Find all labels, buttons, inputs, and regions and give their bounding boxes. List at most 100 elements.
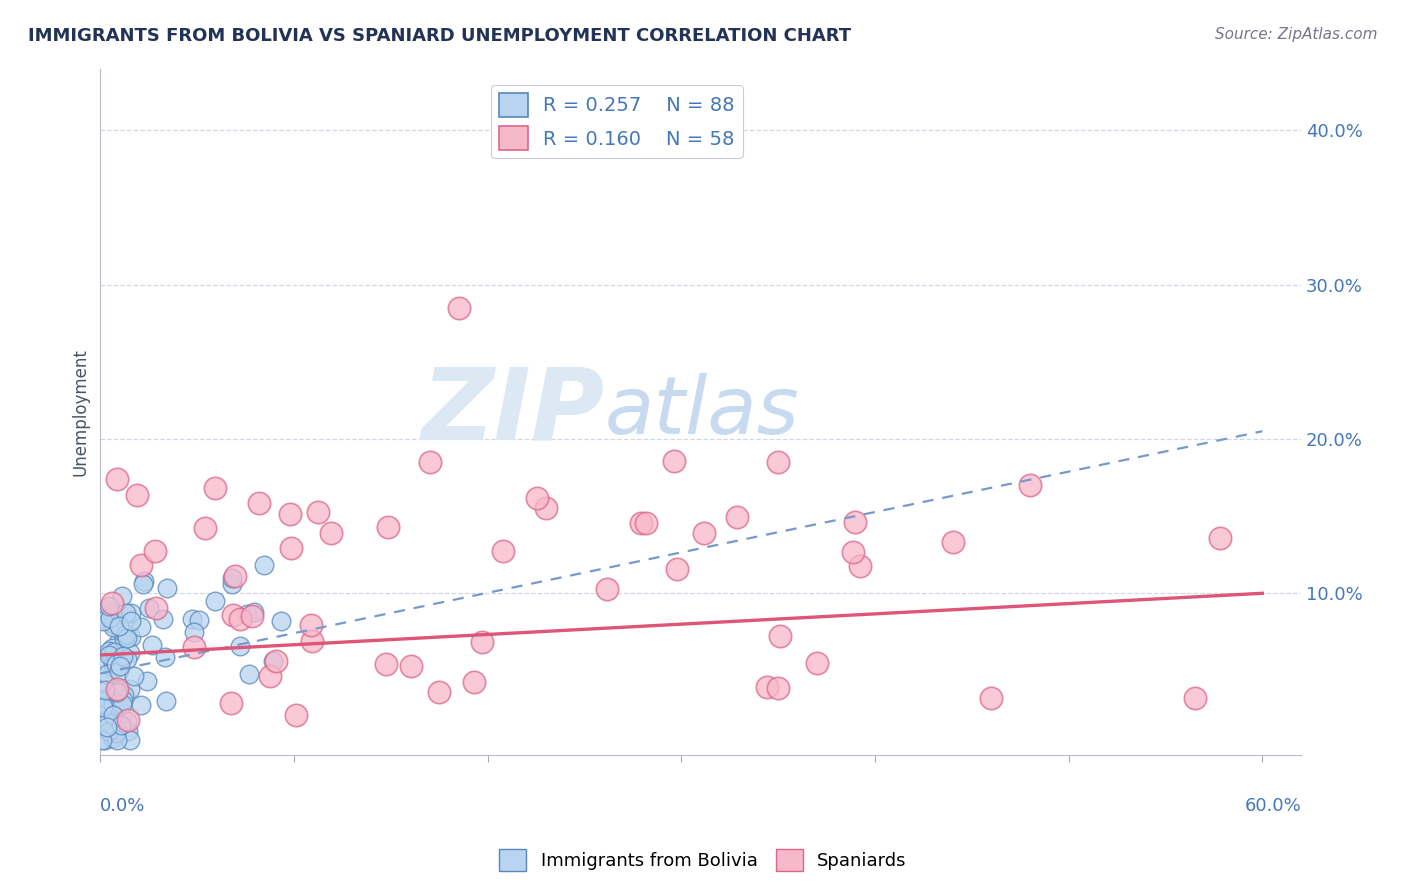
Point bbox=[270, 614, 292, 628]
Point bbox=[103, 645, 125, 659]
Point bbox=[107, 683, 129, 698]
Point bbox=[526, 491, 548, 505]
Point bbox=[183, 640, 205, 654]
Point bbox=[97, 714, 120, 728]
Point bbox=[103, 731, 125, 746]
Point bbox=[132, 577, 155, 591]
Point bbox=[134, 574, 156, 589]
Point bbox=[127, 488, 149, 502]
Point bbox=[110, 718, 132, 732]
Point bbox=[101, 606, 124, 620]
Point bbox=[471, 634, 494, 648]
Point bbox=[100, 596, 122, 610]
Point bbox=[377, 520, 399, 534]
Point bbox=[766, 681, 789, 695]
Point bbox=[842, 544, 865, 558]
Point bbox=[91, 699, 114, 714]
Point bbox=[96, 656, 118, 670]
Point bbox=[101, 641, 124, 656]
Point bbox=[129, 698, 152, 712]
Point bbox=[103, 617, 125, 632]
Point bbox=[980, 691, 1002, 706]
Text: Source: ZipAtlas.com: Source: ZipAtlas.com bbox=[1215, 27, 1378, 42]
Point bbox=[665, 561, 688, 575]
Y-axis label: Unemployment: Unemployment bbox=[72, 348, 89, 475]
Point bbox=[112, 692, 135, 706]
Point bbox=[806, 657, 828, 671]
Point bbox=[112, 688, 135, 702]
Point bbox=[224, 569, 246, 583]
Point bbox=[253, 558, 276, 573]
Point bbox=[153, 650, 176, 665]
Point bbox=[447, 301, 470, 315]
Point bbox=[101, 708, 124, 723]
Point bbox=[129, 558, 152, 572]
Point bbox=[105, 684, 128, 698]
Point bbox=[630, 516, 652, 530]
Point bbox=[280, 541, 302, 556]
Legend: Immigrants from Bolivia, Spaniards: Immigrants from Bolivia, Spaniards bbox=[492, 842, 914, 879]
Point bbox=[108, 659, 131, 673]
Point bbox=[1184, 691, 1206, 706]
Point bbox=[105, 472, 128, 486]
Point bbox=[105, 733, 128, 747]
Point bbox=[103, 698, 125, 713]
Point bbox=[107, 664, 129, 678]
Point bbox=[221, 577, 243, 591]
Point bbox=[104, 723, 127, 737]
Legend: R = 0.257    N = 88, R = 0.160    N = 58: R = 0.257 N = 88, R = 0.160 N = 58 bbox=[491, 85, 742, 158]
Point bbox=[115, 627, 138, 641]
Point bbox=[942, 535, 965, 549]
Point bbox=[120, 646, 142, 660]
Point bbox=[103, 662, 125, 676]
Text: 60.0%: 60.0% bbox=[1244, 797, 1301, 814]
Point bbox=[108, 618, 131, 632]
Point bbox=[94, 683, 117, 698]
Point bbox=[111, 590, 134, 604]
Point bbox=[534, 501, 557, 516]
Point bbox=[183, 625, 205, 640]
Point bbox=[756, 680, 779, 694]
Point bbox=[108, 632, 131, 647]
Point bbox=[301, 633, 323, 648]
Point bbox=[117, 723, 139, 738]
Point bbox=[98, 700, 121, 714]
Point bbox=[285, 708, 308, 723]
Point bbox=[105, 726, 128, 740]
Point bbox=[118, 733, 141, 747]
Point bbox=[98, 724, 121, 739]
Point bbox=[204, 481, 226, 495]
Point bbox=[319, 525, 342, 540]
Point bbox=[112, 632, 135, 647]
Point bbox=[1208, 531, 1230, 545]
Point bbox=[98, 648, 121, 663]
Point bbox=[693, 526, 716, 541]
Point bbox=[849, 558, 872, 573]
Point bbox=[115, 631, 138, 645]
Point bbox=[492, 543, 515, 558]
Point bbox=[97, 615, 120, 629]
Point bbox=[136, 673, 159, 688]
Point bbox=[219, 697, 242, 711]
Text: IMMIGRANTS FROM BOLIVIA VS SPANIARD UNEMPLOYMENT CORRELATION CHART: IMMIGRANTS FROM BOLIVIA VS SPANIARD UNEM… bbox=[28, 27, 851, 45]
Point bbox=[463, 674, 485, 689]
Point bbox=[662, 454, 685, 468]
Point bbox=[596, 582, 619, 596]
Point bbox=[259, 669, 281, 683]
Point bbox=[120, 630, 142, 644]
Point bbox=[91, 733, 114, 747]
Point bbox=[375, 657, 398, 672]
Point bbox=[112, 648, 135, 663]
Point bbox=[115, 606, 138, 620]
Point bbox=[107, 698, 129, 712]
Point bbox=[96, 720, 118, 734]
Point bbox=[1019, 478, 1042, 492]
Point bbox=[115, 714, 138, 729]
Point bbox=[156, 582, 179, 596]
Point bbox=[187, 613, 209, 627]
Point bbox=[115, 652, 138, 666]
Point bbox=[240, 609, 263, 624]
Point bbox=[101, 620, 124, 634]
Point bbox=[193, 521, 215, 535]
Point bbox=[129, 620, 152, 634]
